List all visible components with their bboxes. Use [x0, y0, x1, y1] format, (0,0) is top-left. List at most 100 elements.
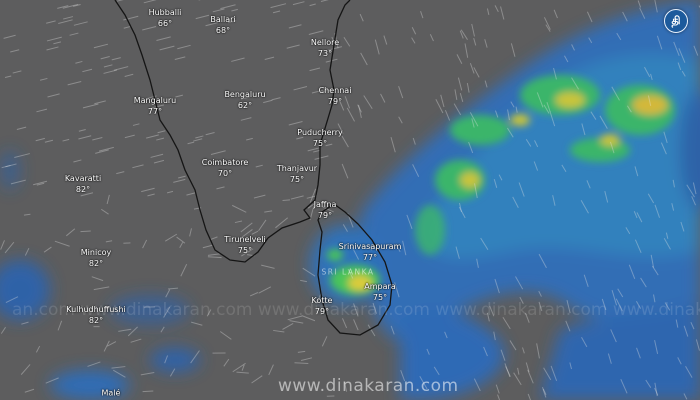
wind-streak: [160, 326, 165, 333]
wind-streak: [320, 0, 329, 2]
wind-streak: [264, 56, 275, 60]
city-label[interactable]: Jaffna 79°: [314, 199, 337, 221]
city-label[interactable]: Tirunelveli 75°: [224, 234, 266, 256]
wind-streak: [483, 346, 488, 357]
wind-streak: [500, 349, 506, 361]
wind-streak: [527, 369, 534, 384]
wind-streak: [268, 364, 274, 376]
wind-streak: [240, 117, 252, 121]
wind-streak: [473, 67, 480, 78]
wind-streak: [75, 60, 83, 64]
wind-streak: [159, 45, 175, 51]
city-temperature: 77°: [362, 253, 378, 262]
wind-streak: [92, 136, 103, 141]
wind-streak: [207, 253, 221, 256]
wind-streak: [143, 0, 157, 4]
wind-streak: [498, 174, 503, 181]
wind-streak: [100, 208, 109, 215]
wind-streak: [35, 345, 41, 353]
wind-streak: [91, 276, 104, 282]
wind-streak: [565, 320, 571, 332]
wind-streak: [509, 340, 517, 351]
wind-streak: [412, 137, 416, 145]
city-label[interactable]: Minicoy 82°: [81, 247, 111, 269]
wind-streak: [232, 362, 246, 373]
wind-streak: [150, 153, 164, 158]
city-label[interactable]: Ampara 75°: [364, 281, 395, 303]
wind-streak: [654, 0, 658, 13]
city-label[interactable]: Malé: [102, 388, 121, 399]
wind-streak: [20, 364, 31, 375]
city-name: Mangaluru: [133, 96, 177, 105]
wind-streak: [94, 100, 106, 105]
wind-streak: [321, 336, 328, 347]
wind-streak: [553, 9, 558, 19]
wind-streak: [505, 366, 511, 377]
city-label[interactable]: Srinivasapuram 77°: [339, 241, 402, 263]
wind-streak: [686, 184, 695, 198]
wind-streak: [476, 258, 479, 268]
city-label[interactable]: Thanjavur 75°: [277, 163, 317, 185]
city-label[interactable]: Nellore 73°: [311, 37, 339, 59]
city-label[interactable]: Chennai 79°: [319, 85, 352, 107]
wind-streak: [673, 41, 680, 57]
wind-streak: [246, 137, 253, 141]
wind-streak: [69, 32, 79, 36]
wind-streak: [202, 244, 214, 249]
wind-streak: [321, 89, 330, 93]
city-label[interactable]: Bengaluru 62°: [224, 89, 265, 111]
wind-streak: [98, 146, 114, 152]
wind-streak: [543, 17, 551, 30]
wind-streak: [343, 36, 351, 47]
wind-streak: [36, 182, 45, 186]
wind-streak: [87, 361, 101, 367]
wind-streak: [633, 211, 638, 219]
wind-streak: [502, 317, 511, 330]
wind-streak: [111, 57, 121, 61]
wind-streak: [156, 36, 171, 41]
city-label[interactable]: Ballari 68°: [210, 14, 235, 36]
city-label[interactable]: Hubballi 66°: [149, 7, 182, 29]
wind-streak: [500, 6, 505, 20]
city-label[interactable]: Coimbatore 70°: [202, 157, 249, 179]
wind-streak: [363, 95, 373, 110]
wind-streak: [270, 3, 287, 9]
wind-streak: [394, 282, 400, 298]
wind-streak: [473, 378, 481, 392]
wind-streak: [395, 244, 401, 253]
wind-streak: [533, 161, 539, 171]
city-label[interactable]: Puducherry 75°: [297, 127, 342, 149]
wind-streak: [515, 106, 518, 113]
wind-streak: [360, 52, 368, 66]
wind-streak: [57, 5, 69, 9]
wind-streak: [73, 3, 81, 7]
wind-streak: [258, 219, 267, 232]
wind-streak: [435, 98, 444, 114]
wind-streak: [660, 142, 667, 155]
city-label[interactable]: Kulhudhuffushi 82°: [66, 304, 126, 326]
wind-streak: [420, 10, 424, 19]
wind-streak: [486, 312, 490, 322]
wind-streak: [601, 298, 607, 311]
wind-streak: [367, 324, 376, 337]
wind-streak: [0, 240, 5, 250]
wind-streak: [454, 89, 458, 100]
wind-streak: [331, 36, 335, 44]
wind-streak: [343, 381, 348, 392]
wind-streak: [515, 276, 524, 290]
city-label[interactable]: Mangaluru 77°: [134, 95, 177, 117]
wind-streak: [292, 1, 305, 6]
wind-streak: [338, 100, 345, 111]
wind-streak: [525, 138, 532, 147]
wind-streak: [146, 95, 157, 99]
wind-streak: [677, 357, 682, 365]
wind-streak: [227, 20, 237, 24]
wind-streak: [141, 187, 155, 193]
city-label[interactable]: Kavaratti 82°: [65, 173, 101, 195]
wind-streak: [253, 194, 266, 199]
city-label[interactable]: Kotte 79°: [312, 295, 333, 317]
wind-streak: [489, 305, 495, 317]
wind-streak: [156, 137, 165, 141]
